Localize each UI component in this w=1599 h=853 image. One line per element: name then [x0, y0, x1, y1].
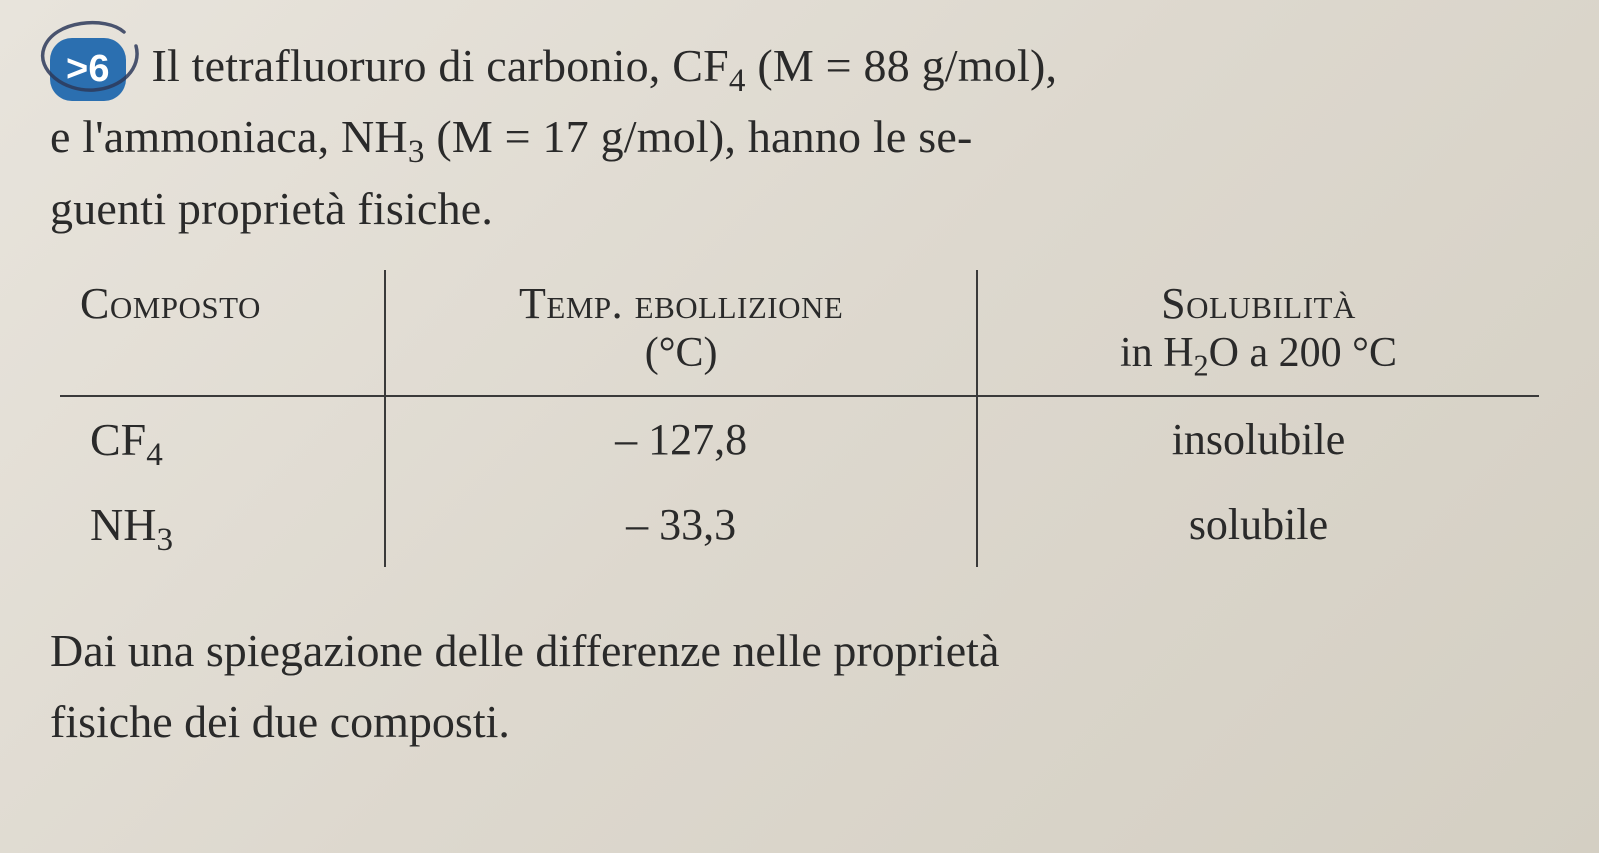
col-header-composto-label: Composto — [80, 279, 261, 328]
cell-compound-1-base: NH — [90, 499, 156, 550]
formula-h2o-sub: 2 — [1194, 348, 1209, 382]
cell-temp-1: – 33,3 — [385, 482, 977, 567]
formula-nh3: NH3 — [341, 111, 436, 162]
cell-solub-0: insolubile — [977, 396, 1539, 482]
intro-text-2: e l'ammoniaca, — [50, 111, 341, 162]
col-header-solub: Solubilità in H2O a 200 °C — [977, 270, 1539, 396]
solub-detail-pre: in — [1120, 330, 1163, 376]
col-header-temp: Temp. ebollizione (°C) — [385, 270, 977, 396]
cell-compound-1-sub: 3 — [156, 521, 173, 558]
cell-compound-0-sub: 4 — [146, 436, 163, 473]
cell-compound-0-base: CF — [90, 414, 146, 465]
mass-cf4: (M = 88 g/mol), — [757, 40, 1057, 91]
cell-compound-0: CF4 — [60, 396, 385, 482]
col-header-solub-label: Solubilità — [1161, 279, 1356, 328]
properties-table: Composto Temp. ebollizione (°C) Solubili… — [60, 270, 1539, 567]
col-header-composto: Composto — [60, 270, 385, 396]
question-line-2: fisiche dei due composti. — [50, 696, 510, 747]
formula-cf4-base: CF — [672, 40, 729, 91]
question-text: Dai una spiegazione delle differenze nel… — [50, 615, 1549, 758]
question-line-1: Dai una spiegazione delle differenze nel… — [50, 625, 999, 676]
table-row: CF4 – 127,8 insolubile — [60, 396, 1539, 482]
formula-nh3-base: NH — [341, 111, 408, 162]
table-row: NH3 – 33,3 solubile — [60, 482, 1539, 567]
formula-cf4-sub: 4 — [729, 62, 746, 99]
intro-text-1: Il tetrafluoruro di carbonio, — [151, 40, 672, 91]
exercise-paragraph: >6 Il tetrafluoruro di carbonio, CF4 (M … — [50, 30, 1549, 244]
col-header-solub-detail: in H2O a 200 °C — [1120, 330, 1397, 376]
exercise-badge-wrap: >6 — [50, 30, 126, 101]
col-header-temp-label: Temp. ebollizione — [519, 279, 843, 328]
properties-table-wrap: Composto Temp. ebollizione (°C) Solubili… — [60, 270, 1539, 567]
intro-text-3: guenti proprietà fisiche. — [50, 183, 493, 234]
table-header-row: Composto Temp. ebollizione (°C) Solubili… — [60, 270, 1539, 396]
solub-detail-post: a 200 °C — [1250, 330, 1397, 376]
cell-solub-1: solubile — [977, 482, 1539, 567]
formula-h2o-base: H — [1163, 330, 1193, 376]
mass-nh3: (M = 17 g/mol), hanno le se- — [436, 111, 972, 162]
formula-h2o: H2O — [1163, 330, 1249, 376]
formula-cf4: CF4 — [672, 40, 757, 91]
formula-h2o-suffix: O — [1209, 330, 1239, 376]
cell-compound-1: NH3 — [60, 482, 385, 567]
exercise-number-badge: >6 — [50, 38, 126, 101]
col-header-temp-unit: (°C) — [645, 330, 718, 376]
cell-temp-0: – 127,8 — [385, 396, 977, 482]
formula-nh3-sub: 3 — [408, 133, 425, 170]
